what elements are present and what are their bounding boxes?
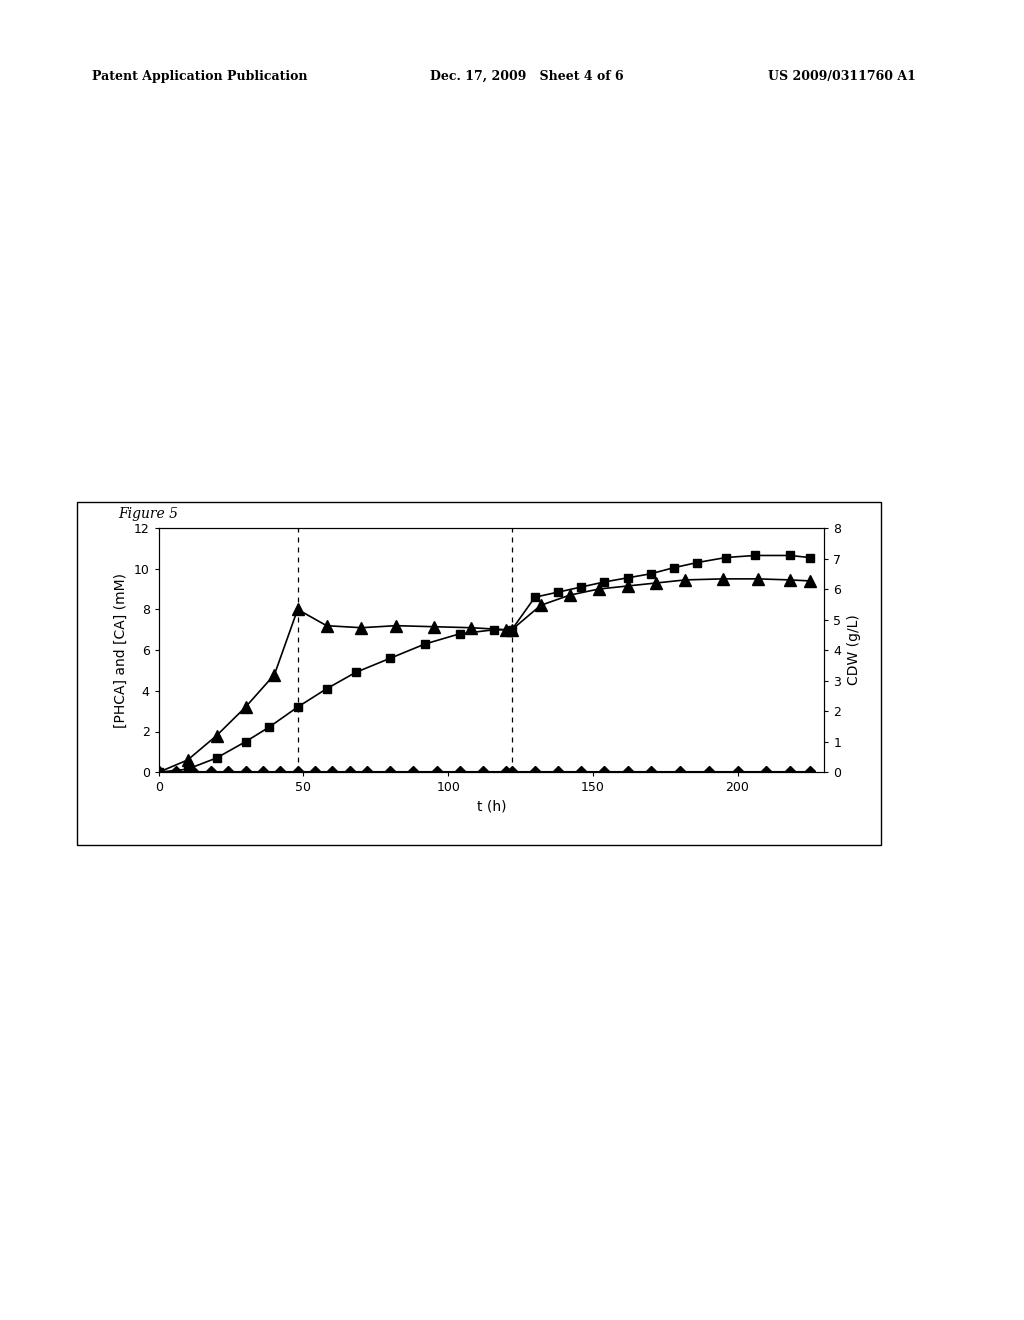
Text: Figure 5: Figure 5: [118, 507, 178, 521]
Text: US 2009/0311760 A1: US 2009/0311760 A1: [768, 70, 915, 83]
Text: Dec. 17, 2009   Sheet 4 of 6: Dec. 17, 2009 Sheet 4 of 6: [430, 70, 624, 83]
Text: Patent Application Publication: Patent Application Publication: [92, 70, 307, 83]
X-axis label: t (h): t (h): [477, 800, 506, 814]
Y-axis label: CDW (g/L): CDW (g/L): [847, 615, 861, 685]
Y-axis label: [PHCA] and [CA] (mM): [PHCA] and [CA] (mM): [115, 573, 128, 727]
